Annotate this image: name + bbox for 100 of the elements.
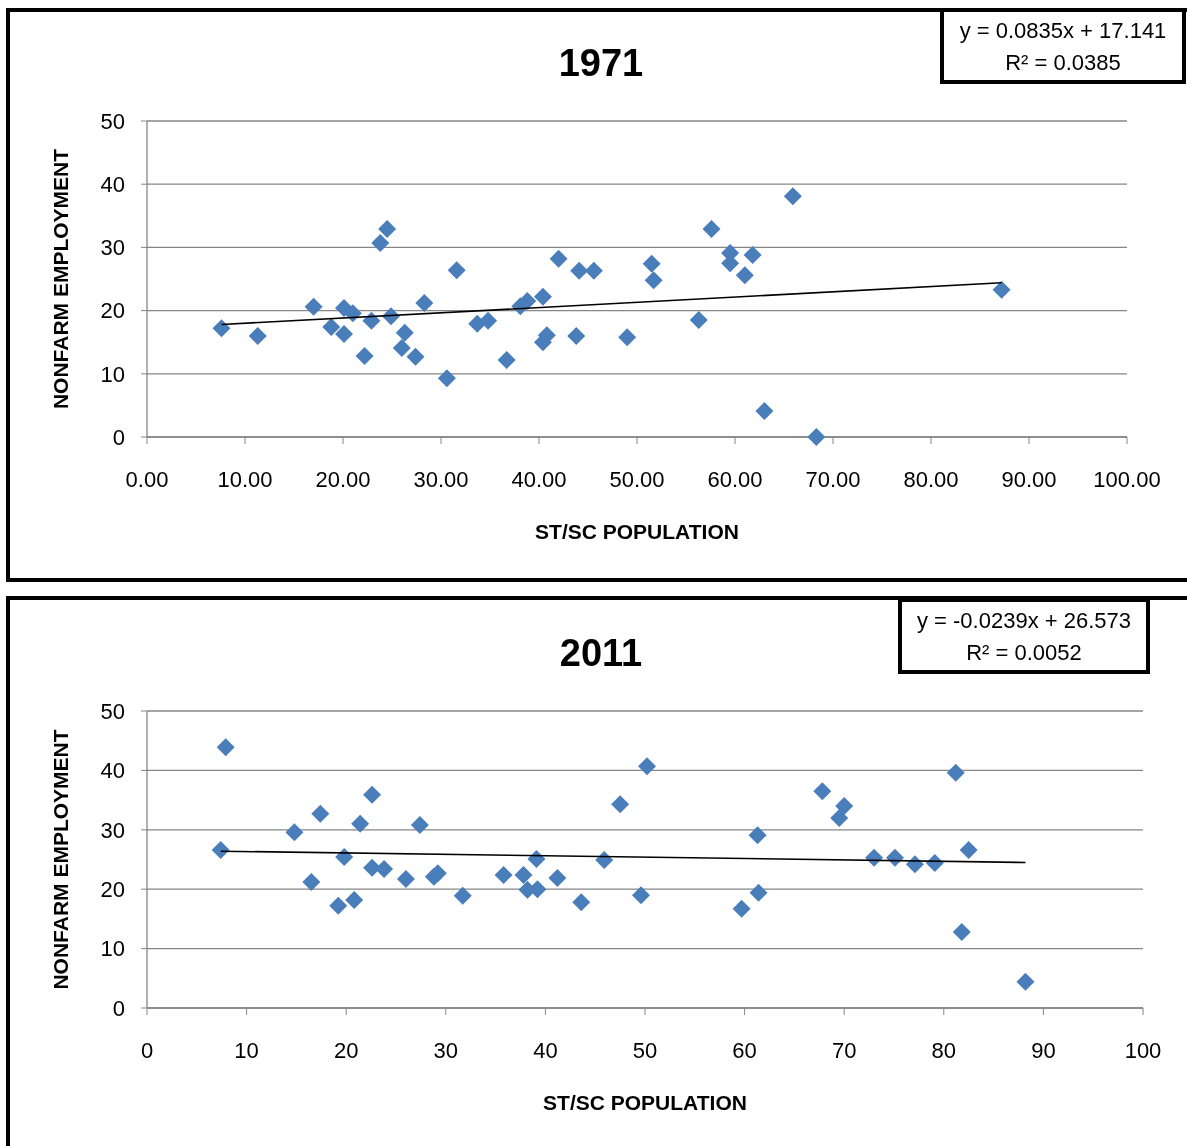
point — [611, 795, 630, 814]
point — [743, 245, 762, 264]
point — [886, 848, 904, 867]
chart-title: 1971 — [558, 42, 644, 84]
x-tick-label: 10 — [234, 1038, 259, 1063]
point — [497, 350, 516, 369]
point — [830, 808, 849, 827]
x-tick-label: 20 — [333, 1038, 359, 1063]
x-tick-label: 80.00 — [903, 467, 959, 492]
point — [632, 886, 651, 905]
text: y = -0.0239x + 26.573 — [916, 608, 1132, 633]
point — [549, 249, 568, 268]
point — [514, 865, 533, 884]
point — [572, 893, 591, 912]
x-tick-label: 60 — [732, 1038, 757, 1063]
y-tick-label: 20 — [100, 298, 125, 324]
point — [396, 870, 415, 889]
point — [371, 233, 390, 252]
point — [494, 865, 513, 884]
x-tick-label: 50.00 — [609, 467, 665, 492]
point — [355, 347, 374, 366]
y-tick-label: 50 — [100, 108, 125, 134]
x-tick-label: 70.00 — [805, 467, 861, 492]
x-tick-label: 90.00 — [1001, 467, 1057, 492]
point — [959, 841, 978, 859]
x-tick-label: 20.00 — [315, 467, 371, 492]
point — [735, 266, 754, 285]
point — [406, 347, 425, 366]
point — [447, 261, 466, 280]
point — [748, 826, 767, 845]
point — [363, 785, 382, 804]
point — [689, 311, 708, 330]
x-tick-label: 40.00 — [511, 467, 567, 492]
point — [637, 757, 656, 776]
x-tick-label: 100 — [1124, 1038, 1162, 1063]
point — [835, 797, 854, 816]
point — [248, 326, 267, 345]
point — [584, 261, 603, 280]
point — [807, 428, 826, 446]
y-tick-label: 30 — [100, 817, 125, 843]
point — [567, 326, 586, 345]
point — [343, 304, 362, 323]
y-tick-label: 50 — [100, 698, 125, 724]
x-tick-label: 10.00 — [217, 467, 273, 492]
x-tick-label: 60.00 — [707, 467, 763, 492]
x-tick-label: 80 — [931, 1038, 957, 1063]
point — [392, 338, 411, 357]
point — [311, 804, 330, 823]
point — [302, 873, 321, 892]
point — [548, 868, 567, 887]
point — [595, 851, 614, 870]
text: R² = 0.0385 — [1005, 50, 1121, 75]
y-tick-label: 20 — [100, 876, 125, 902]
x-tick-label: 30.00 — [413, 467, 469, 492]
point — [642, 254, 661, 273]
point — [755, 402, 774, 421]
y-tick-label: 30 — [100, 235, 125, 261]
y-tick-label: 0 — [112, 424, 125, 450]
point — [410, 816, 429, 835]
point — [211, 841, 230, 859]
point — [644, 271, 663, 290]
text: R² = 0.0052 — [966, 640, 1082, 665]
point — [375, 860, 394, 878]
point — [1016, 972, 1035, 991]
x-tick-label: 0.00 — [125, 467, 169, 492]
point — [334, 324, 353, 343]
point — [395, 323, 414, 342]
point — [345, 890, 364, 909]
x-axis-title: ST/SC POPULATION — [543, 1091, 747, 1114]
point — [212, 319, 231, 338]
x-tick-label: 70 — [831, 1038, 857, 1063]
chart-title: 2011 — [559, 632, 643, 674]
point — [570, 261, 589, 280]
point — [304, 297, 323, 316]
point — [952, 922, 971, 941]
x-tick-label: 50 — [632, 1038, 658, 1063]
point — [992, 280, 1011, 299]
point — [415, 294, 434, 313]
point — [329, 896, 348, 915]
point — [453, 886, 472, 905]
y-axis-title: NONFARM EMPLOYMENT — [49, 148, 72, 410]
point — [749, 883, 768, 902]
y-tick-label: 0 — [112, 995, 125, 1021]
x-axis-title: ST/SC POPULATION — [535, 520, 739, 543]
y-axis-title: NONFARM EMPLOYMENT — [49, 729, 72, 990]
point — [783, 187, 802, 206]
point — [702, 220, 721, 239]
point — [946, 763, 965, 782]
point — [285, 823, 304, 842]
y-tick-label: 10 — [100, 361, 125, 387]
y-tick-label: 40 — [100, 171, 125, 197]
point — [216, 738, 235, 757]
point — [813, 782, 832, 801]
x-tick-label: 0 — [140, 1038, 154, 1063]
point — [322, 318, 341, 337]
x-tick-label: 100.00 — [1093, 467, 1161, 492]
text: y = 0.0835x + 17.141 — [959, 18, 1167, 43]
point — [351, 814, 370, 833]
point — [378, 220, 397, 239]
point — [428, 864, 447, 883]
